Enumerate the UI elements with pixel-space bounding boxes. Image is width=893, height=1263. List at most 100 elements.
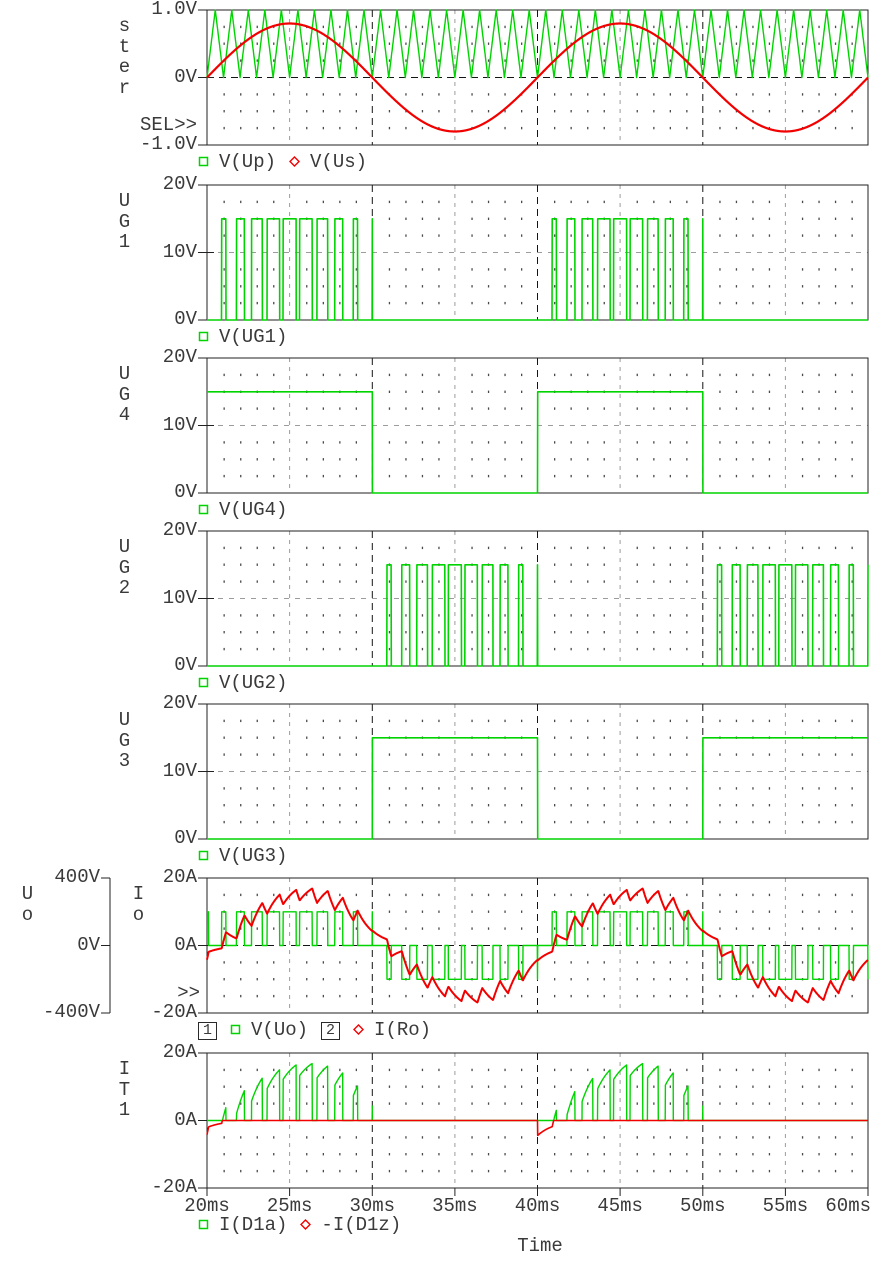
y-axis-name-ug4-char: U (118, 363, 131, 385)
uo-tick-label: 0V (77, 933, 100, 956)
uo-tick-label: -400V (42, 1001, 100, 1023)
legend-ug1: V(UG1) (198, 328, 287, 347)
legend-item[interactable]: V(Uo) (230, 1021, 308, 1040)
y-axis-name-ug3-char: U (118, 709, 131, 731)
legend-item[interactable]: V(UG4) (198, 501, 287, 520)
y-tick-label: -20A (151, 1176, 197, 1198)
trace-v-ug3[interactable] (207, 736, 868, 840)
y-tick-label: 20V (162, 692, 197, 714)
legend-label: V(Us) (310, 151, 368, 173)
y-axis-name-ster-char: r (118, 76, 131, 99)
y-tick-label: 20V (162, 346, 197, 368)
trace-v-ug1[interactable] (207, 218, 868, 321)
trace-diamond-icon (300, 1217, 312, 1235)
trace-square-icon (230, 1022, 241, 1040)
trace-v-ug4[interactable] (207, 390, 868, 494)
legend-ug2: V(UG2) (198, 674, 287, 693)
trace-i-d1z[interactable] (206, 1119, 868, 1137)
legend-item[interactable]: -I(D1z) (300, 1216, 401, 1235)
x-tick-label: 35ms (432, 1195, 478, 1217)
y-axis-name-ug2-char: U (118, 536, 131, 558)
x-tick-label: 45ms (597, 1195, 643, 1217)
legend-label: -I(D1z) (321, 1214, 402, 1236)
trace-v-uo[interactable] (207, 911, 869, 980)
trace-v-ug2[interactable] (207, 563, 869, 667)
y-axis-name-ug4-char: 4 (118, 404, 131, 426)
trace-square-icon (198, 1217, 209, 1235)
legend-it1: I(D1a) -I(D1z) (198, 1216, 401, 1235)
y-tick-label: 0V (174, 308, 197, 330)
dot-grid (223, 25, 853, 130)
uo-axis-name-char: U (21, 883, 34, 905)
legend-ug4: V(UG4) (198, 501, 287, 520)
legend-label: V(Uo) (251, 1019, 309, 1041)
legend-label: V(UG2) (219, 672, 288, 694)
y-tick-label: 1.0V (151, 0, 197, 20)
legend-item[interactable]: I(Ro) (353, 1021, 431, 1040)
y-axis-name-uoio-char: I (132, 883, 145, 905)
legend-ster: V(Up) V(Us) (198, 153, 367, 172)
legend-label: I(D1a) (219, 1214, 288, 1236)
dot-grid (223, 1068, 853, 1173)
y-tick-label: 10V (162, 586, 197, 609)
y-tick-label: 0V (174, 65, 197, 88)
y-tick-label: 0A (174, 1108, 197, 1131)
trace-i-ro[interactable] (206, 887, 869, 1004)
y-tick-label: -1.0V (139, 133, 197, 155)
y-axis-name-ster-char: s (118, 15, 131, 37)
sel-marker: SEL>> (139, 114, 197, 136)
axis-pointer: >> (177, 982, 200, 1004)
y-tick-label: 0V (174, 654, 197, 676)
legend-item[interactable]: V(Up) (198, 153, 276, 172)
legend-uoio: 1 V(Uo) 2 I(Ro) (198, 1021, 431, 1040)
y-axis-name-ster-char: e (118, 56, 131, 78)
uo-axis-name-char: o (21, 903, 34, 926)
legend-item[interactable]: V(Us) (289, 153, 367, 172)
y-axis-name-it1-char: I (118, 1058, 131, 1080)
trace-square-icon (198, 329, 209, 347)
legend-item[interactable]: V(UG3) (198, 847, 287, 866)
x-tick-label: 25ms (266, 1195, 313, 1217)
trace-square-icon (198, 502, 209, 520)
dot-grid (223, 546, 853, 651)
trace-square-icon (198, 848, 209, 866)
y-tick-label: 10V (162, 240, 197, 263)
legend-item[interactable]: V(UG1) (198, 328, 287, 347)
legend-ug3: V(UG3) (198, 847, 287, 866)
y-axis-name-ug1-char: G (118, 210, 131, 233)
axis-number-box[interactable]: 1 (198, 1021, 218, 1040)
y-tick-label: 0A (174, 933, 197, 956)
y-axis-name-ug1-char: U (118, 190, 131, 212)
y-axis-name-ug3-char: 3 (118, 750, 131, 772)
trace-square-icon (198, 154, 209, 172)
legend-label: V(UG1) (219, 326, 288, 348)
x-tick-label: 50ms (679, 1195, 726, 1217)
y-tick-label: 0V (174, 827, 197, 849)
y-tick-label: 0V (174, 481, 197, 503)
y-tick-label: 20V (162, 519, 197, 541)
x-tick-label: 40ms (514, 1195, 561, 1217)
y-axis-name-ug3-char: G (118, 729, 131, 752)
y-tick-label: 10V (162, 759, 197, 782)
time-axis-label: Time (517, 1235, 563, 1257)
y-tick-label: 10V (162, 413, 197, 436)
trace-diamond-icon (353, 1022, 365, 1040)
y-axis-name-ug1-char: 1 (118, 231, 131, 253)
y-tick-label: -20A (151, 1001, 197, 1023)
y-axis-name-it1-char: T (118, 1078, 131, 1101)
y-tick-label: 20V (162, 173, 197, 195)
y-axis-name-ster-char: t (118, 35, 131, 58)
x-tick-label: 20ms (184, 1195, 230, 1217)
legend-item[interactable]: V(UG2) (198, 674, 287, 693)
y-tick-label: 20A (162, 1041, 197, 1063)
y-axis-name-uoio-char: o (132, 903, 145, 926)
y-axis-name-ug4-char: G (118, 383, 131, 406)
y-tick-label: 20A (162, 866, 197, 888)
legend-item[interactable]: I(D1a) (198, 1216, 287, 1235)
trace-v-us[interactable] (206, 22, 869, 133)
legend-label: V(UG3) (219, 845, 288, 867)
axis-number-box[interactable]: 2 (321, 1021, 341, 1040)
x-tick-label: 55ms (762, 1195, 809, 1217)
